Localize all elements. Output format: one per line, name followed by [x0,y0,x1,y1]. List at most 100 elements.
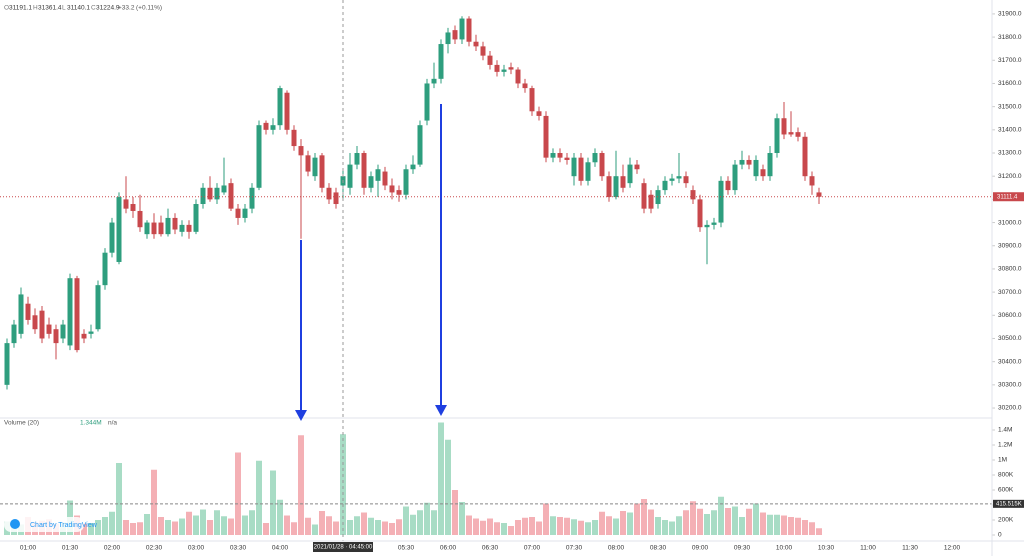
volume-bar [564,517,570,535]
volume-bar [620,511,626,535]
volume-bar [382,521,388,535]
volume-title: Volume (20) [4,420,39,427]
volume-bar [305,517,311,535]
x-tick-label: 05:30 [398,545,415,552]
volume-bar [361,512,367,535]
y-tick-label: 31400.0 [998,127,1022,134]
candle-body [291,129,297,147]
candle-body [319,155,325,188]
x-tick-label: 09:00 [692,545,709,552]
y-tick-label: 30200.0 [998,405,1022,412]
candle-body [431,78,437,84]
candle-body [508,67,514,70]
volume-bar [718,496,724,535]
volume-bar [767,514,773,535]
candle-body [753,159,759,177]
candle-body [459,18,465,40]
volume-bar [739,517,745,535]
candle-body [718,180,724,223]
candle-body [669,178,675,181]
candle-body [382,171,388,186]
volume-bar [151,469,157,535]
y-tick-label: 31000.0 [998,219,1022,226]
volume-bar [627,512,633,535]
volume-bar [683,510,689,535]
volume-bar [445,439,451,535]
candle-body [557,153,563,158]
volume-bar [242,515,248,535]
volume-bar [291,522,297,535]
legend-label: L [62,5,66,12]
volume-tick-label: 800K [998,472,1014,479]
volume-bar [543,503,549,535]
crosshair-label-bg [313,542,373,552]
volume-bar [172,521,178,535]
volume-bar [116,463,122,535]
candle-body [522,83,528,89]
candle-body [60,324,66,339]
candle-body [634,164,640,170]
volume-bar [144,514,150,535]
legend-change-pct: (+0.11%) [136,5,162,12]
candle-body [613,176,619,198]
volume-bar [221,516,227,535]
candle-body [648,194,654,209]
candle-body [39,310,45,339]
candle-body [389,185,395,193]
volume-bar [298,435,304,535]
candle-body [704,224,710,228]
candle-body [116,197,122,262]
candle-body [627,164,633,184]
volume-bar [480,520,486,535]
y-tick-label: 31500.0 [998,103,1022,110]
volume-bar [585,522,591,535]
candle-body [165,217,171,235]
candle-body [592,153,598,163]
volume-bar [753,503,759,535]
x-tick-label: 08:00 [608,545,625,552]
candle-body [501,69,507,72]
x-tick-label: 12:00 [944,545,961,552]
volume-bar [396,519,402,535]
volume-bar [599,511,605,535]
candle-body [515,69,521,84]
volume-bar [81,523,87,535]
volume-bar [606,516,612,535]
candle-body [795,132,801,137]
x-tick-label: 10:00 [776,545,793,552]
candle-body [620,176,626,188]
candle-body [781,118,787,135]
candle-body [214,187,220,200]
candle-body [361,153,367,188]
volume-bar [697,508,703,535]
volume-bar [417,510,423,535]
legend-label: H [33,5,38,12]
volume-bar [613,518,619,535]
candle-body [347,164,353,188]
candle-body [312,157,318,177]
volume-bar [781,515,787,535]
volume-bar [578,520,584,535]
legend-value: 31191.1 [9,5,32,12]
candle-body [641,183,647,209]
candle-body [739,159,745,165]
volume-bar [340,434,346,535]
volume-bar [123,520,129,535]
candle-body [536,111,542,116]
candle-body [550,153,556,158]
x-tick-label: 11:30 [902,545,918,552]
volume-bar [256,460,262,535]
candle-body [81,333,87,339]
candle-body [32,315,38,330]
volume-bar [347,520,353,535]
x-tick-label: 08:30 [650,545,667,552]
legend-label: C [91,5,96,12]
candle-body [298,146,304,156]
volume-bar [95,520,101,535]
volume-bar [746,508,752,535]
candle-body [137,210,143,228]
volume-bar [473,518,479,535]
volume-bar [368,517,374,535]
y-tick-label: 31300.0 [998,150,1022,157]
